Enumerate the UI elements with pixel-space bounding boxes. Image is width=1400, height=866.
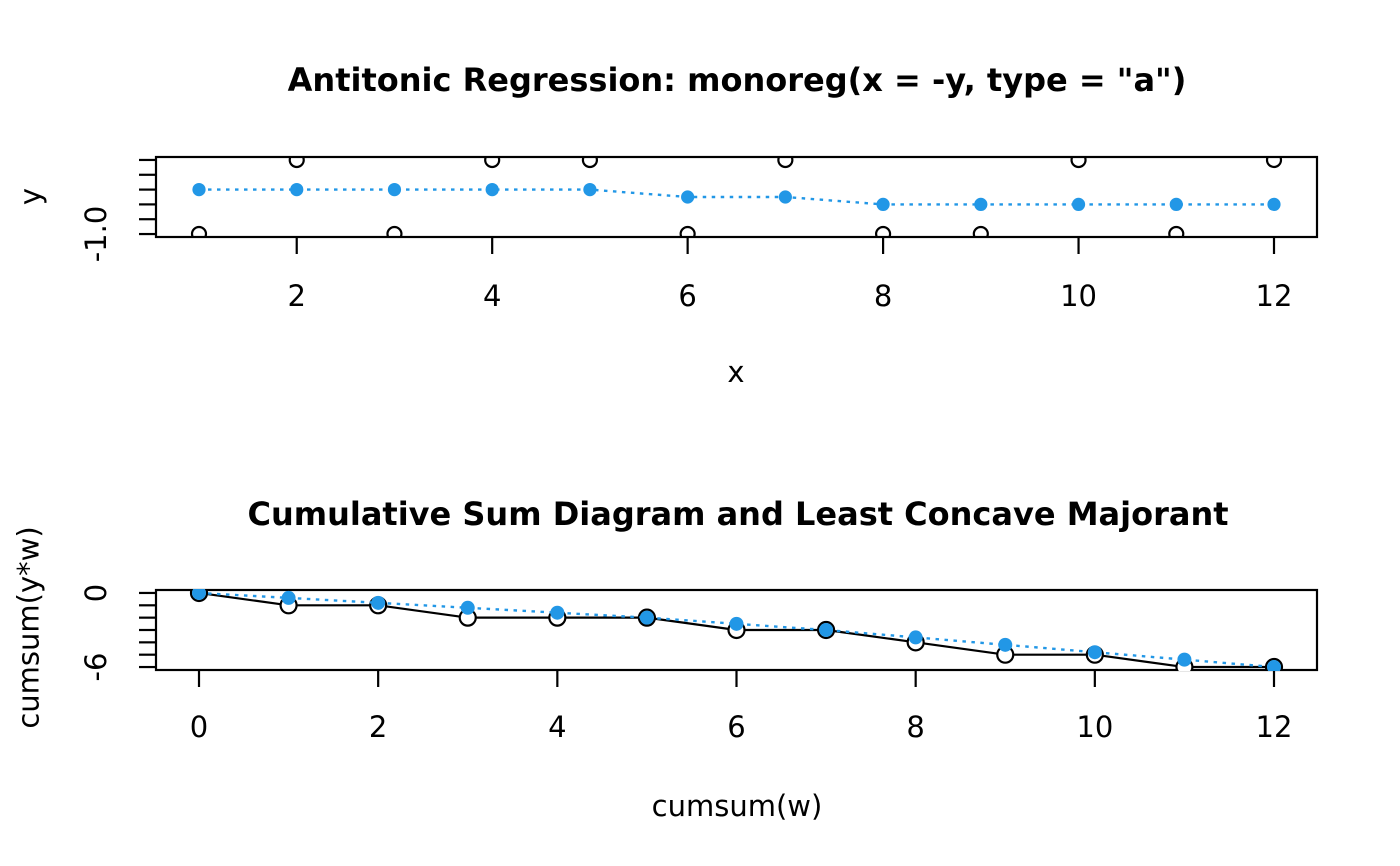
antitonic-fit-point (290, 182, 304, 197)
antitonic-fit-point (876, 197, 890, 212)
least-concave-majorant-point (908, 630, 923, 645)
observations-point (484, 156, 501, 169)
observations-point (288, 156, 305, 169)
antitonic-regression-y-tick-label: -1.0 (79, 205, 113, 263)
antitonic-regression-x-tick-label: 10 (1060, 279, 1097, 313)
antitonic-fit-point (681, 190, 695, 204)
csd-lcm-x-tick-label: 12 (1255, 710, 1293, 744)
antitonic-regression-x-tick-label: 4 (482, 279, 502, 313)
antitonic-fit-point (1267, 197, 1281, 212)
least-concave-majorant-point (998, 637, 1013, 652)
observations-point (874, 225, 892, 238)
csd-lcm-x-tick-label: 10 (1076, 710, 1114, 744)
least-concave-majorant-point (281, 590, 296, 605)
least-concave-majorant-point (819, 623, 834, 637)
top-y-axis-title: y (13, 187, 48, 206)
least-concave-majorant-point (460, 600, 475, 615)
antitonic-regression-x-tick-label: 8 (873, 279, 893, 313)
bottom-y-axis-title: cumsum(y*w) (11, 526, 46, 729)
plot-box (154, 155, 1319, 239)
antitonic-fit-line (199, 188, 1274, 206)
least-concave-majorant-point (550, 605, 565, 620)
csd-lcm-x-tick-label: 0 (189, 710, 209, 744)
observations-point (581, 156, 599, 169)
observations-point (190, 225, 208, 238)
observations-point (777, 156, 794, 169)
data-layer (190, 156, 1283, 238)
observations-point (1070, 156, 1087, 169)
least-concave-majorant-point (729, 616, 744, 631)
csd-lcm-x-tick-label: 8 (906, 710, 925, 744)
antitonic-regression-x-tick-label: 12 (1255, 279, 1293, 313)
csd-lcm-y-tick-label: -6 (79, 652, 113, 682)
bottom-x-axis-title: cumsum(w) (651, 789, 823, 823)
least-concave-majorant-point (639, 610, 654, 625)
csd-lcm-x-tick-label: 2 (368, 710, 388, 744)
top-plot-title: Antitonic Regression: monoreg(x = -y, ty… (287, 61, 1187, 99)
least-concave-majorant-point (1177, 652, 1192, 667)
top-x-axis-title: x (727, 355, 745, 389)
antitonic-fit-point (778, 190, 792, 204)
antitonic-fit-point (387, 182, 402, 197)
antitonic-regression-x-tick-label: 2 (287, 279, 306, 313)
antitonic-fit-point (1169, 197, 1183, 212)
plot-box (154, 588, 1319, 672)
csd-lcm-x-tick-label: 4 (548, 710, 567, 744)
observations-point (679, 225, 696, 238)
observations-point (972, 225, 989, 238)
antitonic-fit-point (974, 197, 988, 212)
csd-lcm-x-tick-label: 6 (727, 710, 746, 744)
least-concave-majorant-point (192, 589, 206, 600)
antitonic-regression-plot (139, 155, 1319, 254)
antitonic-fit-point (485, 182, 499, 197)
antitonic-regression-x-tick-label: 6 (678, 279, 697, 313)
antitonic-fit-point (192, 182, 206, 197)
antitonic-fit-point (1071, 197, 1086, 212)
csd-lcm-plot (139, 588, 1319, 687)
observations-point (386, 225, 403, 238)
observations-point (1265, 156, 1283, 169)
least-concave-majorant-point (1087, 645, 1102, 660)
data-layer (189, 589, 1284, 671)
least-concave-majorant-point (1267, 660, 1281, 671)
bottom-plot-title: Cumulative Sum Diagram and Least Concave… (247, 495, 1229, 533)
observations-point (1168, 225, 1185, 238)
least-concave-majorant-point (371, 595, 386, 610)
antitonic-fit-point (583, 182, 597, 197)
